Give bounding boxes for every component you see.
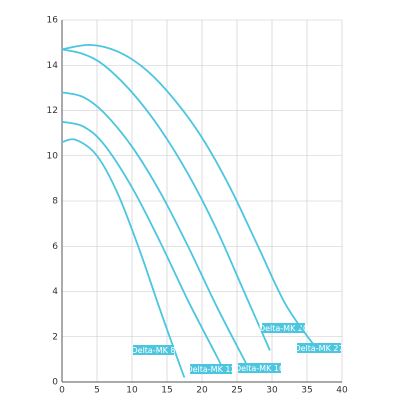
x-tick-label: 35 — [301, 386, 312, 396]
y-tick-label: 8 — [52, 197, 58, 207]
y-tick-label: 12 — [47, 106, 58, 116]
series-label: Delta-MK 16 — [235, 364, 284, 373]
series-line — [61, 138, 186, 378]
series-label: Delta-MK 8 — [131, 346, 175, 355]
series-label: Delta-MK 12 — [186, 365, 235, 374]
series-label-box — [190, 364, 232, 374]
series-line — [61, 43, 317, 349]
series-label-box — [297, 343, 341, 353]
x-tick-label: 5 — [94, 386, 100, 396]
x-tick-label: 0 — [59, 386, 65, 396]
series-line — [61, 120, 226, 374]
x-tick-label: 20 — [196, 386, 208, 396]
series-label-box — [238, 363, 281, 373]
x-tick-label: 25 — [231, 386, 242, 396]
x-tick-label: 15 — [161, 386, 172, 396]
y-tick-label: 10 — [47, 151, 59, 161]
series-label-box — [133, 345, 174, 355]
series-label-box — [262, 323, 305, 333]
y-tick-label: 2 — [52, 332, 58, 342]
series-label: Delta-MK 27 — [294, 344, 343, 353]
series-line — [61, 48, 271, 351]
series-label: Delta-MK 20 — [259, 324, 308, 333]
y-tick-label: 6 — [52, 242, 58, 252]
series-line — [61, 91, 252, 374]
y-tick-label: 0 — [52, 378, 58, 388]
x-tick-label: 30 — [266, 386, 278, 396]
x-tick-label: 40 — [336, 386, 348, 396]
y-tick-label: 4 — [52, 287, 58, 297]
y-tick-label: 14 — [47, 61, 59, 71]
x-tick-label: 10 — [126, 386, 138, 396]
y-tick-label: 16 — [47, 16, 59, 26]
